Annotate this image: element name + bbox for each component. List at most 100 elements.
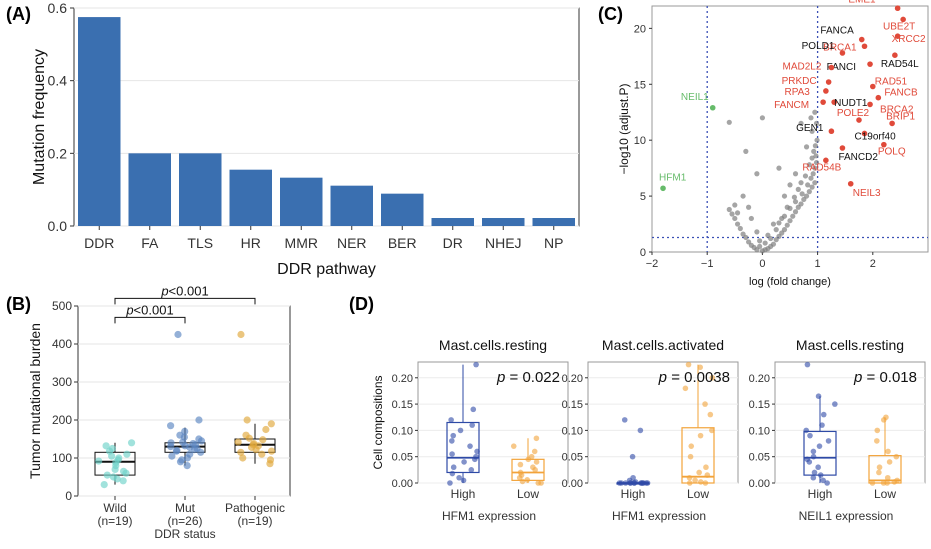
data-point	[810, 448, 817, 455]
gene-point-nonsig	[808, 175, 814, 181]
gene-point-nonsig	[770, 221, 777, 227]
data-point	[832, 401, 838, 407]
gene-point-nonsig	[810, 171, 816, 177]
data-point	[533, 435, 540, 442]
x-tick-label: 0	[759, 258, 765, 270]
data-point	[189, 439, 197, 448]
y-tick-label: 0.4	[48, 73, 68, 89]
gene-label-c19orf40: C19orf40	[855, 131, 897, 142]
x-tick-label: FA	[141, 235, 159, 251]
x-tick-label: BER	[388, 235, 417, 251]
data-point	[267, 447, 276, 455]
data-point	[100, 481, 108, 489]
data-point	[894, 477, 900, 484]
gene-point-nonsig	[806, 162, 812, 168]
gene-point-nonsig	[792, 171, 799, 177]
y-tick-label: 0.15	[562, 399, 583, 411]
gene-point-nonsig	[781, 227, 788, 233]
gene-label-rad51: RAD51	[875, 77, 908, 88]
gene-point-nonsig	[754, 171, 760, 177]
gene-point-nonsig	[781, 193, 788, 199]
gene-label-xrcc2: XRCC2	[892, 34, 926, 45]
data-point	[259, 436, 267, 444]
data-point	[123, 450, 131, 458]
data-point	[258, 450, 266, 458]
gene-point-nonsig	[803, 193, 810, 199]
gene-point-nonsig	[746, 204, 752, 210]
data-point	[242, 431, 250, 439]
x-tick-label: −1	[701, 258, 714, 270]
gene-point-hfm1	[660, 185, 666, 192]
gene-point-nonsig	[814, 137, 820, 143]
y-tick-label: 0.00	[749, 478, 770, 490]
gene-point-nonsig	[757, 238, 763, 244]
data-point	[682, 385, 689, 392]
gene-point-nonsig	[726, 119, 732, 125]
y-tick-label: 500	[52, 299, 72, 313]
x-axis-label: NEIL1 expression	[799, 509, 894, 523]
data-point	[250, 439, 258, 448]
y-tick-label: 10	[634, 135, 646, 147]
data-point	[237, 448, 245, 456]
data-point	[707, 411, 714, 418]
gene-point-nudt1	[831, 99, 837, 105]
gene-point-nonsig	[795, 186, 801, 192]
chart-b-tmb-boxplot: 0100200300400500Wild(n=19)Mut(n=26)Patho…	[27, 283, 291, 541]
comparison-bracket	[114, 297, 256, 305]
gene-point-fancd2	[839, 145, 846, 151]
gene-label-fancb: FANCB	[884, 88, 918, 99]
y-tick-label: 0.6	[48, 0, 68, 16]
gene-label-rad54b: RAD54B	[802, 162, 841, 173]
data-point	[819, 422, 825, 428]
x-tick-label: Pathogenic	[225, 501, 285, 515]
data-point	[884, 474, 891, 481]
y-tick-label: 0	[640, 247, 646, 259]
bar-hr	[229, 169, 272, 226]
gene-point-nonsig	[787, 218, 793, 224]
y-tick-label: 0.2	[48, 145, 68, 161]
data-point	[883, 414, 889, 421]
box-low	[681, 427, 715, 484]
data-point	[457, 427, 464, 434]
chart-d1-hfm1-resting: Mast.cells.resting 0.00 0.05 0.10 0.15 0.20 Hi…	[371, 337, 569, 523]
data-point	[815, 464, 821, 471]
gene-point-nonsig	[812, 109, 818, 115]
data-point	[127, 439, 136, 447]
y-tick-label: 0.00	[562, 478, 583, 490]
chart-a-mutation-frequency: 0.0 0.2 0.4 0.6 DDR FA TLS HR MMR NER BER DR NHEJ NP D…	[31, 0, 580, 278]
gene-point-nonsig	[740, 193, 746, 199]
x-tick-label: MMR	[285, 235, 318, 251]
data-point	[447, 480, 453, 486]
y-tick-label: 0.10	[562, 425, 583, 437]
data-point	[709, 374, 716, 381]
data-point	[533, 459, 540, 465]
data-point	[524, 477, 531, 483]
data-point	[618, 480, 625, 486]
plot-frame	[651, 5, 929, 253]
gene-label-nudt1: NUDT1	[834, 98, 868, 109]
p-value-label: p = 0.022	[496, 369, 560, 386]
bar-np	[532, 218, 575, 226]
data-point	[886, 459, 893, 465]
gene-point-mad2l2	[828, 64, 835, 71]
x-axis-label: HFM1 expression	[442, 509, 536, 523]
x-tick-label: −2	[646, 258, 659, 270]
data-point	[531, 448, 538, 455]
data-point	[702, 480, 709, 486]
gene-point-fancb	[875, 94, 882, 101]
gene-point-nonsig	[812, 180, 818, 186]
data-point	[108, 444, 116, 453]
gene-point-nonsig	[812, 143, 818, 149]
gene-point-rpa3	[823, 88, 829, 94]
y-axis-label: Cell compositions	[371, 375, 385, 469]
gene-point-nonsig	[811, 148, 817, 154]
panel-b-letter: (B)	[6, 294, 31, 314]
data-point	[807, 432, 813, 439]
data-point	[686, 474, 693, 481]
data-point	[467, 443, 473, 449]
gene-point-nonsig	[802, 173, 809, 179]
data-point	[874, 427, 881, 434]
y-axis-label: Tumor mutational burden	[27, 323, 43, 479]
x-axis-label: DDR pathway	[277, 261, 376, 278]
y-tick-label: 400	[52, 337, 72, 351]
